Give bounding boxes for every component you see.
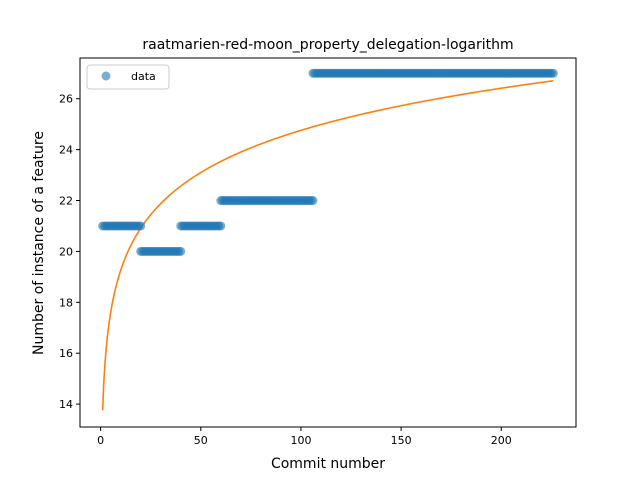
fit-layer [101,79,554,411]
y-tick-label: 14 [59,398,73,411]
legend: data [86,64,170,90]
chart-title: raatmarien-red-moon_property_delegation-… [142,37,513,53]
legend-box [86,64,170,90]
plot-area [98,68,558,411]
y-tick-label: 16 [59,347,73,360]
x-axis-label: Commit number [271,456,385,472]
x-tick-label: 0 [97,434,104,447]
y-tick-label: 24 [59,144,73,157]
data-point [216,221,226,231]
y-axis-ticks: 14 16 18 20 22 24 26 [59,93,80,411]
y-tick-label: 22 [59,195,73,208]
data-points [98,68,558,256]
y-tick-label: 26 [59,93,73,106]
x-tick-label: 200 [491,434,512,447]
data-point [136,221,146,231]
legend-label-data: data [131,70,156,83]
plot-frame [79,57,577,428]
y-tick-label: 18 [59,296,73,309]
y-axis-label: Number of instance of a feature [31,131,47,355]
data-point [176,246,186,256]
x-tick-label: 100 [290,434,311,447]
x-tick-label: 50 [194,434,208,447]
data-point [308,196,318,206]
y-tick-label: 20 [59,245,73,258]
legend-marker-data [101,71,111,81]
data-point [548,68,558,78]
x-axis-ticks: 0 50 100 150 200 [97,427,512,447]
x-tick-label: 150 [391,434,412,447]
fit-line [101,79,554,411]
